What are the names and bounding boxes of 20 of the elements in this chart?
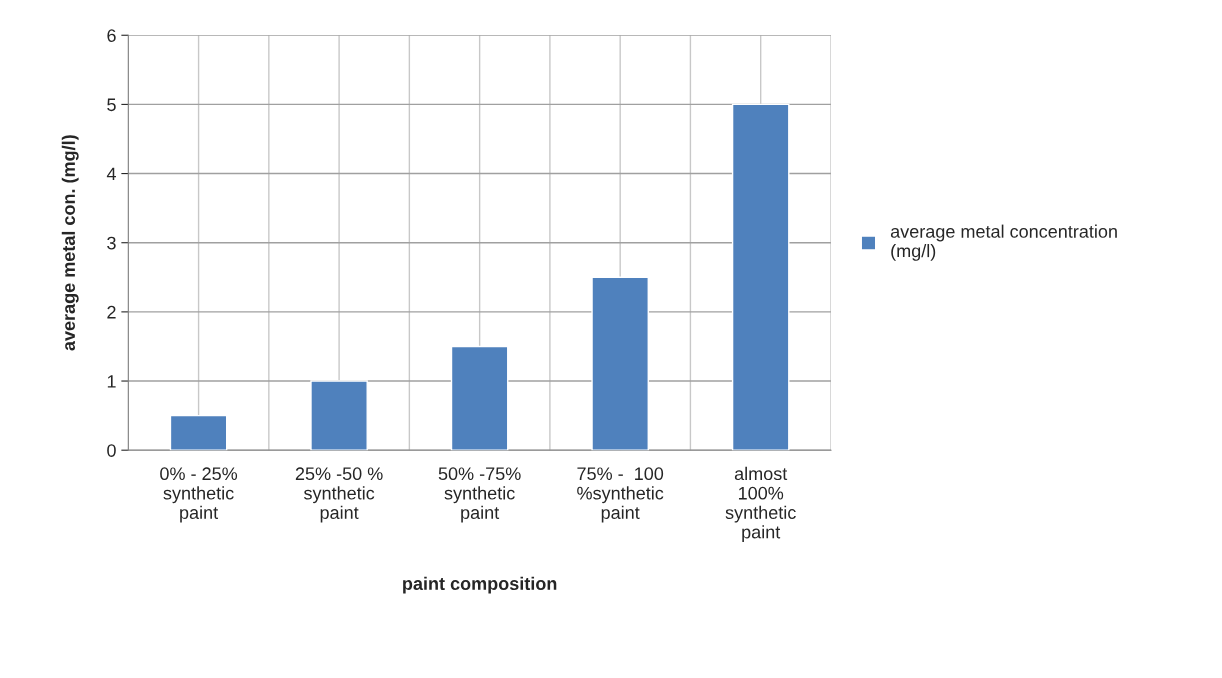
- y-tick-label: 3: [107, 236, 116, 250]
- y-tick-label: 4: [106, 167, 116, 181]
- bar: [310, 380, 368, 451]
- y-axis-title: average metal con. (mg/l): [61, 135, 79, 351]
- legend-label: average metal concentration (mg/l): [890, 224, 1117, 261]
- x-tick-label: 50% -75% synthetic paint: [438, 467, 521, 523]
- x-tick-label: 75% - 100 %synthetic paint: [577, 467, 664, 523]
- x-axis-title: paint composition: [403, 576, 557, 594]
- x-tick-label: 0% - 25% synthetic paint: [160, 467, 238, 523]
- x-tick-label: 25% -50 % synthetic paint: [295, 467, 383, 523]
- y-tick-label: 5: [107, 98, 116, 112]
- bar: [450, 345, 509, 451]
- y-tick-label: 0: [107, 444, 116, 457]
- y-tick-label: 1: [107, 375, 116, 388]
- y-tick-label: 2: [107, 305, 116, 319]
- bar: [591, 276, 649, 451]
- bar: [731, 103, 790, 451]
- x-tick-label: almost 100% synthetic paint: [725, 466, 796, 543]
- bar: [169, 414, 228, 451]
- y-tick-label: 6: [107, 29, 116, 42]
